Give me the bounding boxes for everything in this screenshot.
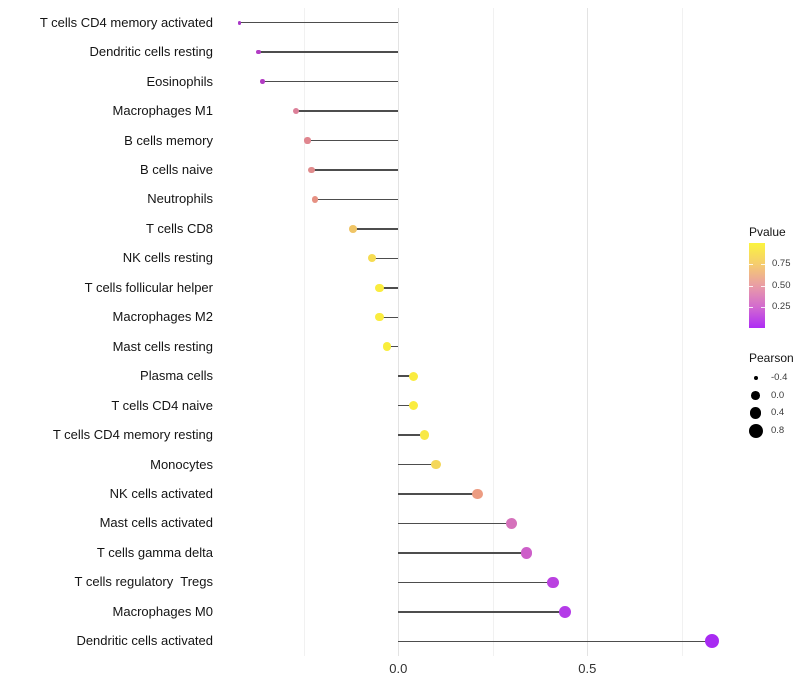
pearson-legend-dot	[749, 407, 762, 419]
pvalue-tick-mark	[749, 285, 753, 287]
x-tick-label: 0.5	[578, 661, 597, 676]
category-label: Eosinophils	[146, 73, 214, 89]
lollipop-dot	[472, 488, 483, 500]
lollipop-stem	[398, 640, 713, 642]
category-label: T cells follicular helper	[84, 279, 213, 295]
lollipop-stem	[379, 287, 399, 289]
lollipop-stem	[296, 110, 399, 112]
lollipop-dot	[547, 576, 560, 589]
lollipop-stem	[398, 552, 527, 554]
lollipop-stem	[379, 316, 399, 318]
pvalue-tick-mark	[761, 306, 765, 308]
category-label: T cells gamma delta	[96, 544, 213, 560]
lollipop-dot	[256, 49, 261, 55]
lollipop-dot	[382, 342, 392, 351]
pvalue-tick-mark	[749, 264, 753, 266]
lollipop-dot	[311, 196, 319, 203]
lollipop-dot	[367, 254, 376, 263]
gridline-minor	[303, 8, 305, 656]
gridline-major	[398, 8, 400, 656]
lollipop-dot	[506, 517, 518, 529]
lollipop-dot	[304, 137, 311, 144]
gridline-minor	[492, 8, 494, 656]
lollipop-stem	[398, 404, 414, 407]
pearson-legend-label: 0.0	[771, 389, 785, 401]
category-label: B cells memory	[124, 132, 213, 148]
lollipop-dot	[408, 401, 418, 411]
lollipop-dot	[375, 283, 384, 292]
lollipop-dot	[293, 108, 300, 115]
lollipop-stem	[352, 228, 399, 230]
lollipop-dot	[558, 605, 571, 618]
lollipop-stem	[307, 139, 399, 142]
pearson-legend-label: -0.4	[771, 372, 788, 383]
lollipop-dot	[521, 547, 533, 559]
category-label: NK cells resting	[122, 250, 213, 266]
lollipop-stem	[315, 198, 399, 201]
pearson-legend-label: 0.4	[771, 407, 785, 418]
pvalue-tick-mark	[749, 306, 753, 308]
category-label: Monocytes	[150, 456, 213, 472]
category-label: Mast cells resting	[112, 338, 213, 354]
pearson-legend-dot	[753, 376, 758, 380]
gridline-major	[587, 8, 589, 656]
category-label: Plasma cells	[140, 368, 213, 384]
lollipop-stem	[398, 522, 512, 525]
category-label: Dendritic cells resting	[89, 44, 213, 60]
lollipop-dot	[308, 166, 315, 174]
lollipop-stem	[371, 257, 399, 260]
lollipop-stem	[262, 80, 399, 83]
pvalue-tick-mark	[761, 264, 765, 266]
category-label: Mast cells activated	[99, 515, 213, 531]
pvalue-tick-label: 0.75	[772, 258, 791, 270]
pvalue-tick-mark	[761, 285, 765, 287]
gridline-minor	[681, 8, 683, 656]
pvalue-legend-title: Pvalue	[749, 225, 786, 239]
lollipop-dot	[431, 459, 441, 470]
x-tick-label: 0.0	[389, 661, 408, 676]
category-label: T cells CD8	[146, 220, 213, 236]
lollipop-stem	[398, 463, 437, 466]
lollipop-dot	[259, 79, 265, 84]
lollipop-stem	[398, 434, 425, 436]
pearson-legend-title: Pearson	[749, 351, 794, 365]
category-label: T cells regulatory Tregs	[74, 574, 213, 590]
lollipop-stem	[386, 346, 399, 348]
category-label: T cells CD4 naive	[111, 397, 213, 413]
category-label: T cells CD4 memory resting	[52, 427, 213, 443]
lollipop-stem	[398, 581, 554, 584]
lollipop-stem	[258, 51, 399, 53]
category-label: Macrophages M0	[112, 603, 213, 619]
lollipop-stem	[398, 375, 414, 377]
category-label: Dendritic cells activated	[76, 633, 213, 649]
lollipop-dot	[420, 430, 430, 440]
pearson-legend-dot	[748, 423, 763, 438]
lollipop-stem	[398, 611, 565, 613]
lollipop-stem	[398, 493, 478, 495]
pearson-legend-label: 0.8	[771, 424, 785, 436]
lollipop-dot	[349, 225, 357, 233]
category-label: Macrophages M1	[112, 103, 213, 119]
lollipop-stem	[239, 22, 399, 24]
category-label: B cells naive	[140, 162, 213, 177]
category-label: Neutrophils	[147, 191, 213, 207]
lollipop-dot	[237, 20, 242, 25]
category-label: NK cells activated	[109, 486, 213, 501]
lollipop-dot	[375, 313, 384, 322]
lollipop-stem	[311, 169, 399, 171]
pvalue-tick-label: 0.25	[772, 300, 791, 312]
pearson-legend-dot	[751, 391, 760, 400]
category-label: T cells CD4 memory activated	[39, 14, 213, 30]
lollipop-dot	[408, 371, 418, 381]
category-label: Macrophages M2	[112, 309, 213, 325]
pvalue-tick-label: 0.50	[772, 279, 791, 291]
lollipop-dot	[704, 634, 720, 649]
